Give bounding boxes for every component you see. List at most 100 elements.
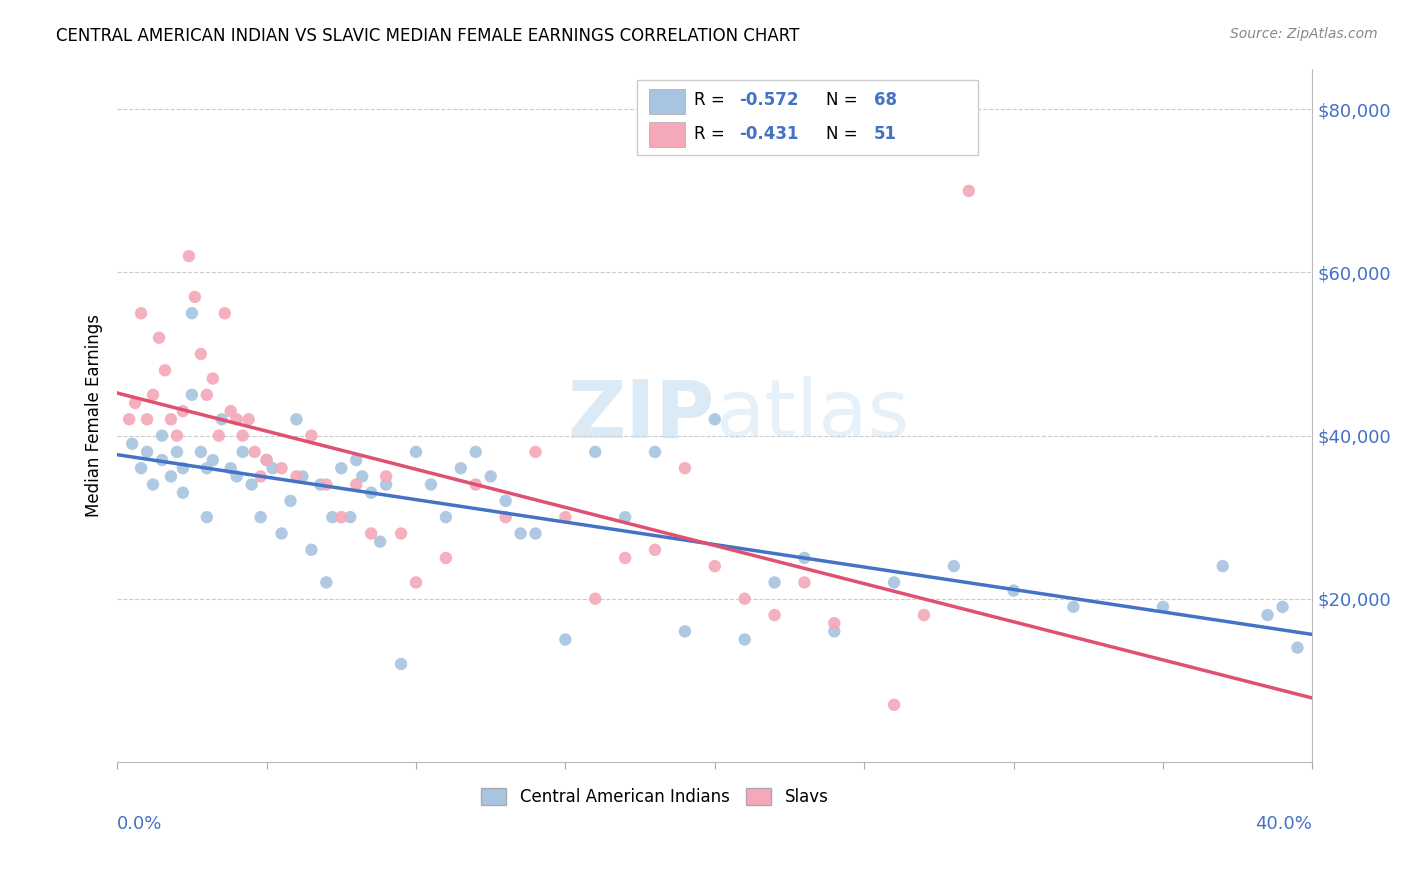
Point [195, 461, 218, 475]
Point [614, 551, 637, 566]
Point [160, 469, 183, 483]
Point [1271, 599, 1294, 614]
Point [554, 510, 576, 524]
Point [256, 453, 278, 467]
Point [583, 591, 606, 606]
Point [1257, 608, 1279, 623]
Point [240, 477, 263, 491]
Point [389, 526, 412, 541]
Point [180, 388, 202, 402]
Point [495, 510, 517, 524]
Text: R =: R = [695, 126, 731, 144]
Point [389, 657, 412, 671]
Point [405, 575, 427, 590]
Text: -0.572: -0.572 [738, 91, 799, 109]
Point [285, 412, 308, 426]
Point [315, 477, 337, 491]
Point [153, 363, 176, 377]
Point [703, 559, 725, 574]
Text: 40.0%: 40.0% [1256, 815, 1312, 833]
Point [262, 461, 284, 475]
Point [464, 445, 486, 459]
FancyBboxPatch shape [650, 88, 685, 113]
Point [344, 453, 367, 467]
Text: Source: ZipAtlas.com: Source: ZipAtlas.com [1230, 27, 1378, 41]
Point [256, 453, 278, 467]
Point [823, 624, 845, 639]
Point [614, 510, 637, 524]
Point [238, 412, 260, 426]
Point [823, 616, 845, 631]
Point [883, 575, 905, 590]
Point [368, 534, 391, 549]
Point [270, 461, 292, 475]
Point [160, 412, 183, 426]
Point [673, 461, 696, 475]
Point [249, 510, 271, 524]
Point [270, 526, 292, 541]
Point [195, 510, 218, 524]
Point [315, 575, 337, 590]
Point [554, 632, 576, 647]
Point [344, 477, 367, 491]
Point [150, 428, 173, 442]
Point [495, 493, 517, 508]
Point [148, 331, 170, 345]
FancyBboxPatch shape [637, 80, 977, 155]
Point [190, 445, 212, 459]
Point [330, 461, 353, 475]
Point [299, 542, 322, 557]
Point [214, 306, 236, 320]
Point [524, 526, 547, 541]
Point [912, 608, 935, 623]
Text: CENTRAL AMERICAN INDIAN VS SLAVIC MEDIAN FEMALE EARNINGS CORRELATION CHART: CENTRAL AMERICAN INDIAN VS SLAVIC MEDIAN… [56, 27, 800, 45]
Point [583, 445, 606, 459]
Point [232, 428, 254, 442]
Text: N =: N = [825, 91, 863, 109]
Point [883, 698, 905, 712]
Point [419, 477, 441, 491]
Point [124, 396, 146, 410]
Point [208, 428, 231, 442]
Point [118, 412, 141, 426]
Point [1062, 599, 1084, 614]
Point [703, 412, 725, 426]
Point [166, 428, 188, 442]
Point [172, 485, 194, 500]
Point [734, 591, 756, 606]
Point [299, 428, 322, 442]
Point [524, 445, 547, 459]
FancyBboxPatch shape [650, 122, 685, 147]
Point [225, 412, 247, 426]
Point [142, 477, 165, 491]
Point [375, 469, 398, 483]
Text: N =: N = [825, 126, 863, 144]
Point [285, 469, 308, 483]
Point [434, 551, 457, 566]
Point [184, 290, 207, 304]
Point [509, 526, 531, 541]
Point [644, 445, 666, 459]
Point [309, 477, 332, 491]
Point [1002, 583, 1025, 598]
Point [195, 388, 218, 402]
Point [136, 445, 159, 459]
Point [957, 184, 980, 198]
Point [1152, 599, 1174, 614]
Point [734, 632, 756, 647]
Point [201, 453, 224, 467]
Point [1286, 640, 1309, 655]
Point [375, 477, 398, 491]
Text: R =: R = [695, 91, 731, 109]
Point [136, 412, 159, 426]
Point [201, 371, 224, 385]
Point [172, 404, 194, 418]
Point [150, 453, 173, 467]
Text: ZIP: ZIP [568, 376, 714, 454]
Point [434, 510, 457, 524]
Point [142, 388, 165, 402]
Point [232, 445, 254, 459]
Point [190, 347, 212, 361]
Legend: Central American Indians, Slavs: Central American Indians, Slavs [475, 781, 835, 813]
Point [172, 461, 194, 475]
